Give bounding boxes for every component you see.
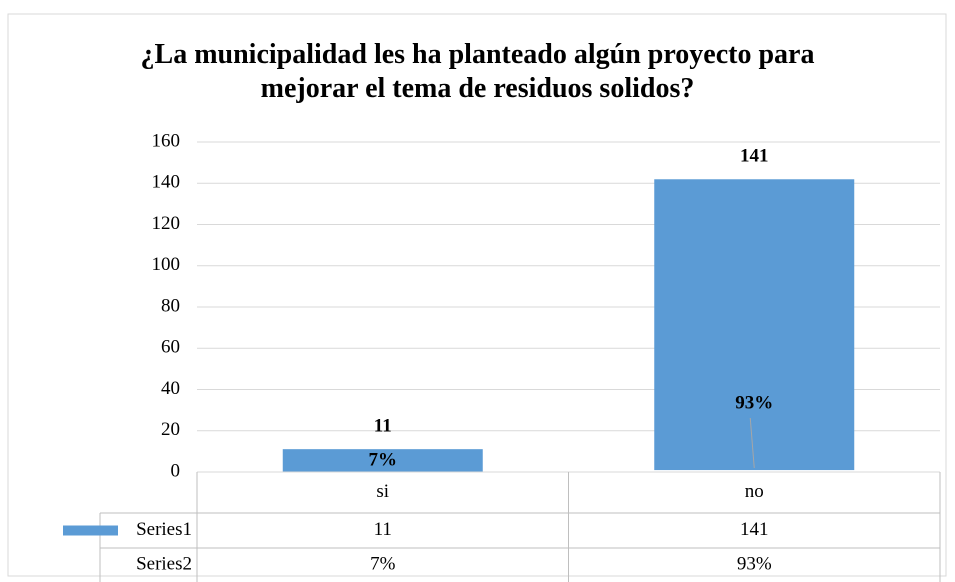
bar — [654, 470, 855, 472]
x-tick-label: no — [745, 481, 764, 502]
table-cell: 7% — [370, 553, 396, 574]
data-label: 93% — [735, 392, 773, 413]
bar — [654, 179, 855, 471]
y-tick-label: 60 — [161, 337, 180, 358]
chart-border — [7, 13, 947, 577]
y-tick-label: 40 — [161, 378, 180, 399]
data-label: 11 — [374, 416, 392, 437]
legend-label: Series2 — [136, 553, 192, 574]
y-tick-label: 160 — [152, 130, 181, 151]
table-cell: 141 — [740, 519, 769, 540]
x-tick-label: si — [376, 481, 389, 502]
table-cell: 93% — [737, 553, 772, 574]
legend-label: Series1 — [136, 519, 192, 540]
y-tick-label: 0 — [171, 460, 181, 481]
y-tick-label: 100 — [152, 254, 181, 275]
y-tick-label: 80 — [161, 295, 180, 316]
y-tick-label: 120 — [152, 213, 181, 234]
bar — [282, 449, 483, 472]
table-cell: 11 — [374, 519, 392, 540]
leader-line — [749, 417, 755, 469]
y-tick-label: 20 — [161, 419, 180, 440]
y-tick-label: 140 — [152, 172, 181, 193]
data-label: 141 — [740, 146, 769, 167]
data-label: 7% — [369, 450, 398, 471]
chart-title: ¿La municipalidad les ha planteado algún… — [140, 39, 815, 104]
legend-key — [63, 525, 118, 536]
